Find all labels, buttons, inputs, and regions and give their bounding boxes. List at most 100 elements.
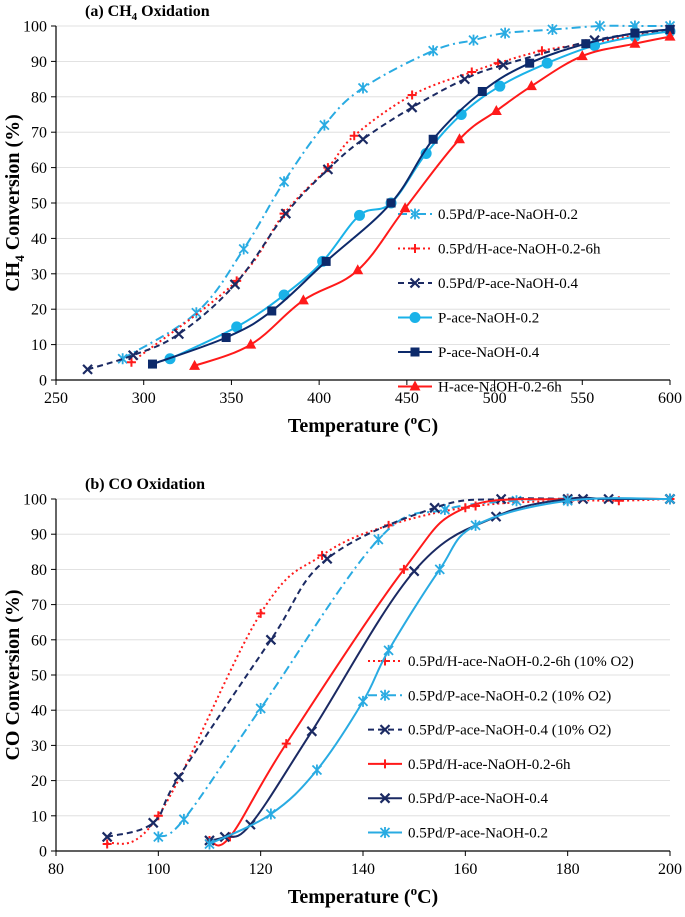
data-point bbox=[82, 364, 93, 375]
x-tick-label: 100 bbox=[146, 861, 170, 878]
series-line bbox=[122, 24, 670, 360]
data-point bbox=[630, 28, 640, 38]
data-point bbox=[352, 264, 364, 275]
legend-label: H-ace-NaOH-0.2-6h bbox=[438, 380, 562, 396]
legend-label: 0.5Pd/P-ace-NaOH-0.2 (10% O2) bbox=[408, 688, 611, 704]
data-point bbox=[406, 102, 418, 113]
data-point bbox=[494, 80, 506, 92]
data-point bbox=[525, 58, 535, 68]
legend-item: 0.5Pd/P-ace-NaOH-0.4 (10% O2) bbox=[368, 723, 611, 739]
legend-marker bbox=[409, 380, 421, 391]
legend-marker bbox=[379, 792, 391, 804]
data-point bbox=[460, 503, 470, 513]
series-line bbox=[209, 497, 671, 845]
data-point bbox=[173, 328, 185, 340]
legend-item: 0.5Pd/P-ace-NaOH-0.2 bbox=[398, 207, 578, 223]
data-point bbox=[189, 359, 201, 370]
data-point bbox=[319, 119, 330, 131]
data-point bbox=[101, 831, 113, 843]
y-tick-label: 90 bbox=[31, 54, 47, 71]
data-point bbox=[498, 59, 509, 71]
y-tick-label: 30 bbox=[31, 266, 47, 283]
data-point bbox=[664, 30, 676, 41]
y-tick-label: 80 bbox=[31, 562, 47, 579]
series-line bbox=[194, 35, 671, 367]
data-point bbox=[321, 256, 331, 266]
series-line bbox=[130, 28, 671, 364]
data-point bbox=[245, 338, 257, 349]
x-tick-label: 350 bbox=[219, 390, 243, 407]
data-point bbox=[357, 134, 369, 145]
x-tick-label: 250 bbox=[44, 390, 68, 407]
data-point bbox=[408, 565, 420, 577]
legend-marker bbox=[379, 827, 391, 838]
data-point bbox=[547, 24, 558, 36]
data-point bbox=[459, 73, 471, 85]
series-line bbox=[87, 28, 671, 371]
data-point bbox=[267, 306, 277, 316]
data-point bbox=[353, 209, 365, 221]
series-5 bbox=[204, 493, 676, 846]
data-point bbox=[306, 726, 318, 737]
x-tick-label: 400 bbox=[307, 390, 331, 407]
series-4 bbox=[164, 25, 676, 365]
data-point bbox=[117, 353, 128, 365]
series-line bbox=[106, 498, 671, 845]
data-point bbox=[581, 39, 591, 49]
y-tick-label: 40 bbox=[31, 231, 47, 248]
series-line bbox=[157, 497, 671, 838]
data-point bbox=[278, 176, 290, 188]
legend-item: 0.5Pd/H-ace-NaOH-0.2-6h bbox=[368, 757, 571, 773]
series-6 bbox=[204, 493, 676, 850]
y-tick-label: 80 bbox=[31, 89, 47, 106]
legend-label: P-ace-NaOH-0.4 bbox=[438, 345, 540, 361]
legend-label: P-ace-NaOH-0.2 bbox=[438, 311, 539, 327]
data-point bbox=[322, 164, 334, 175]
y-tick-label: 60 bbox=[31, 632, 47, 649]
data-point bbox=[434, 563, 445, 575]
data-point bbox=[173, 771, 185, 783]
x-axis-title: Temperature (oC) bbox=[288, 412, 438, 437]
series-line bbox=[169, 30, 671, 360]
data-point bbox=[357, 82, 369, 94]
y-tick-label: 90 bbox=[31, 527, 47, 544]
data-point bbox=[191, 307, 202, 319]
y-tick-label: 30 bbox=[31, 738, 47, 755]
data-point bbox=[178, 813, 190, 825]
data-point bbox=[594, 20, 605, 32]
data-point bbox=[102, 839, 112, 849]
y-tick-label: 70 bbox=[31, 597, 47, 614]
y-tick-label: 0 bbox=[39, 844, 47, 861]
data-point bbox=[665, 25, 675, 35]
legend-label: 0.5Pd/H-ace-NaOH-0.2-6h (10% O2) bbox=[408, 654, 634, 670]
data-point bbox=[349, 131, 359, 141]
legend-marker bbox=[379, 689, 391, 701]
legend-item: 0.5Pd/P-ace-NaOH-0.4 bbox=[398, 276, 578, 292]
data-point bbox=[541, 57, 553, 69]
data-point bbox=[229, 279, 241, 290]
data-point bbox=[127, 349, 139, 361]
x-tick-label: 600 bbox=[658, 390, 682, 407]
y-tick-label: 0 bbox=[39, 373, 47, 390]
data-point bbox=[525, 80, 537, 91]
data-point bbox=[428, 45, 439, 57]
legend-label: 0.5Pd/P-ace-NaOH-0.4 bbox=[408, 791, 548, 807]
data-point bbox=[477, 86, 487, 96]
data-point bbox=[147, 359, 157, 369]
y-tick-label: 20 bbox=[31, 302, 47, 319]
x-tick-label: 140 bbox=[351, 861, 375, 878]
data-point bbox=[221, 333, 231, 343]
data-point bbox=[499, 27, 511, 39]
x-axis-title: Temperature (oC) bbox=[288, 883, 438, 908]
data-point bbox=[407, 90, 417, 100]
legend-marker bbox=[380, 759, 390, 769]
x-tick-label: 80 bbox=[48, 861, 64, 878]
y-tick-label: 10 bbox=[31, 337, 47, 354]
legend-item: H-ace-NaOH-0.2-6h bbox=[398, 380, 562, 396]
data-point bbox=[311, 764, 323, 776]
ch4-oxidation-chart: 0 10 20 30 40 50 60 70 80 90 100 250 300 350 400 450 500… bbox=[2, 3, 682, 437]
legend-item: P-ace-NaOH-0.4 bbox=[398, 345, 540, 361]
series-5 bbox=[147, 25, 675, 369]
data-point bbox=[576, 50, 588, 61]
data-point bbox=[468, 34, 479, 46]
